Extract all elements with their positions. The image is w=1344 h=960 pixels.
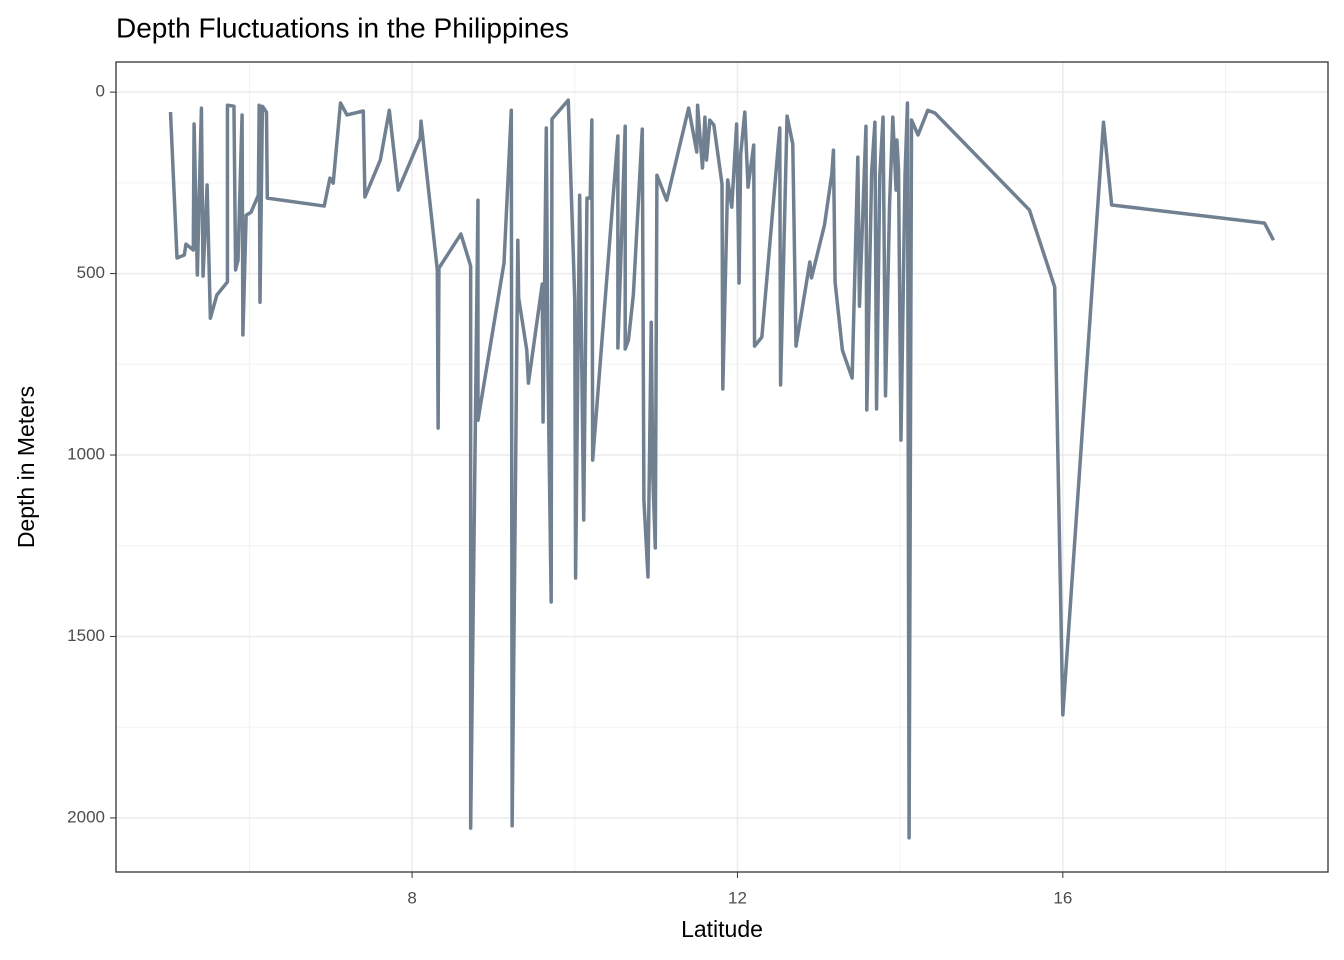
x-tick-label: 8 — [407, 888, 416, 907]
y-tick-label: 1500 — [67, 626, 105, 645]
y-tick-label: 500 — [77, 263, 105, 282]
y-tick-label: 2000 — [67, 807, 105, 826]
y-axis-label: Depth in Meters — [13, 386, 39, 548]
chart-title: Depth Fluctuations in the Philippines — [116, 12, 569, 43]
data-line — [168, 98, 1276, 840]
x-tick-label: 12 — [728, 888, 747, 907]
x-tick-label: 16 — [1053, 888, 1072, 907]
y-tick-label: 1000 — [67, 445, 105, 464]
y-tick-label: 0 — [96, 82, 105, 101]
x-axis-label: Latitude — [681, 916, 763, 942]
plot-border — [115, 61, 1329, 873]
